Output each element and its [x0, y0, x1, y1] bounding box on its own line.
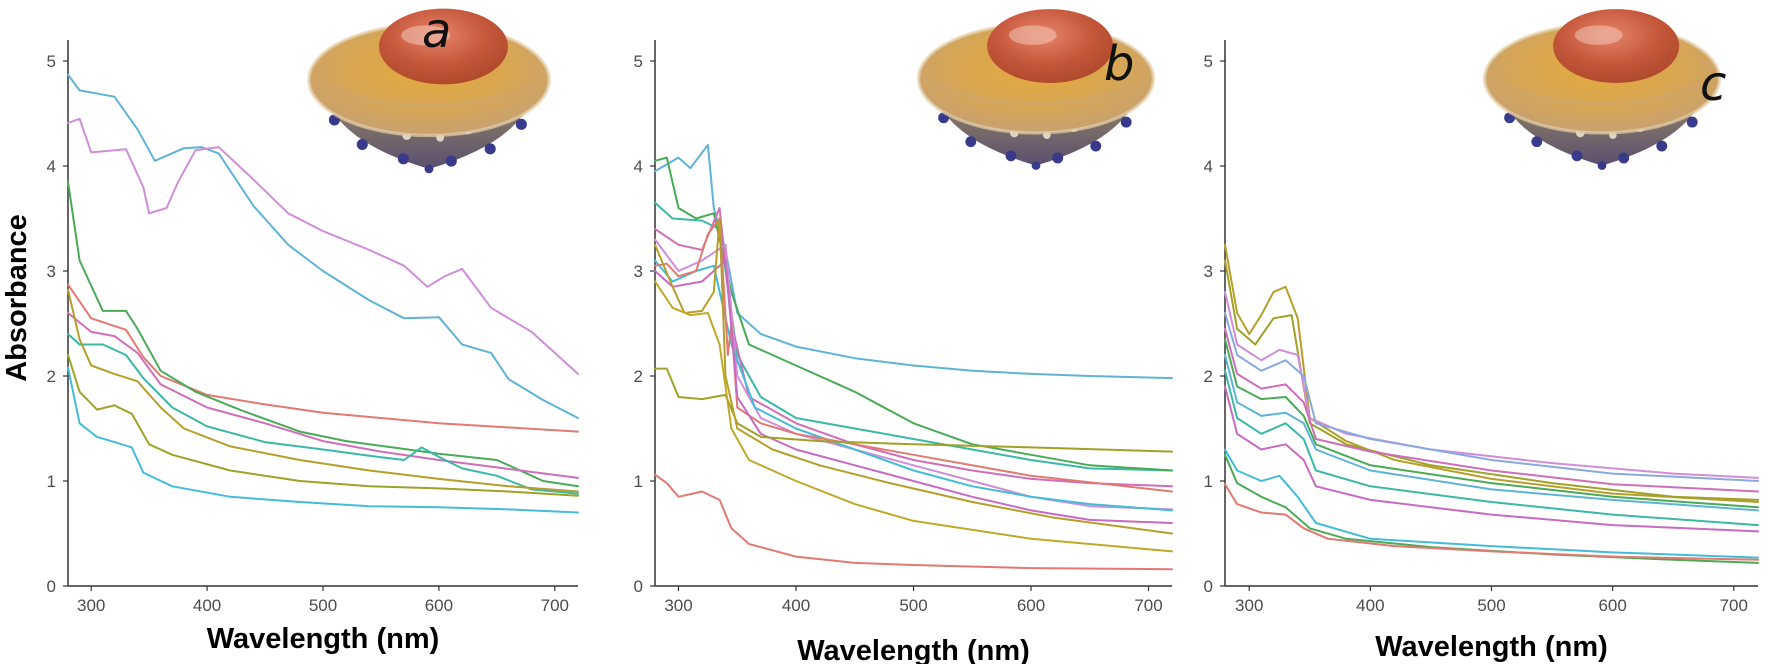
x-tick-label: 500 — [1477, 596, 1505, 615]
y-tick-label: 3 — [634, 262, 643, 281]
series-line-8 — [67, 354, 579, 497]
x-tick-label: 600 — [425, 596, 453, 615]
y-tick-label: 2 — [1204, 367, 1213, 386]
series-line-7 — [1224, 354, 1759, 512]
y-tick-label: 0 — [1204, 577, 1213, 596]
y-tick-label: 3 — [1204, 262, 1213, 281]
x-tick-label: 300 — [77, 596, 105, 615]
x-tick-label: 700 — [1134, 596, 1162, 615]
series-line-3 — [654, 156, 1173, 472]
series-line-7 — [67, 288, 579, 493]
y-tick-label: 5 — [1204, 52, 1213, 71]
x-axis-title: Wavelength (nm) — [207, 623, 440, 655]
y-tick-label: 4 — [634, 157, 643, 176]
series-line-7 — [654, 217, 1173, 493]
chart-panel-b: 0 1 2 3 4 5 300 400 500 600 700 b Wavelength (nm) — [634, 9, 1173, 664]
series-line-10 — [654, 217, 1173, 535]
series-line-9 — [654, 367, 1173, 453]
y-tick-label: 5 — [47, 52, 56, 71]
series-line-6 — [1224, 338, 1759, 509]
x-tick-label: 700 — [541, 596, 569, 615]
series-line-12 — [1224, 483, 1759, 561]
series-line-2 — [67, 117, 579, 375]
series-line-1 — [1224, 243, 1759, 503]
y-tick-label: 0 — [634, 577, 643, 596]
series-line-5 — [67, 312, 579, 479]
panel-letter: c — [1700, 56, 1726, 112]
series-line-8 — [654, 259, 1173, 524]
chart-panel-a: 0 1 2 3 4 5 300 400 500 600 700 a Wavelength (nm) Abs… — [1, 3, 579, 655]
series-line-1 — [654, 144, 1173, 380]
series-line-3 — [67, 283, 579, 433]
series-line-5 — [1224, 327, 1759, 493]
x-axis-title: Wavelength (nm) — [797, 635, 1030, 664]
x-tick-label: 300 — [1235, 596, 1263, 615]
series-line-11 — [654, 280, 1173, 553]
y-tick-label: 1 — [634, 472, 643, 491]
x-tick-label: 500 — [309, 596, 337, 615]
y-tick-label: 2 — [634, 367, 643, 386]
y-tick-label: 4 — [47, 157, 56, 176]
panel-letter: a — [422, 3, 451, 59]
x-tick-label: 600 — [1598, 596, 1626, 615]
series-line-2 — [654, 201, 1173, 472]
series-line-1 — [67, 73, 579, 419]
x-tick-label: 700 — [1720, 596, 1748, 615]
jellyfish-photo-icon — [1485, 9, 1720, 170]
x-tick-label: 400 — [782, 596, 810, 615]
y-tick-label: 5 — [634, 52, 643, 71]
series-line-4 — [1224, 312, 1759, 482]
y-axis-title: Absorbance — [1, 214, 33, 382]
y-tick-label: 0 — [47, 577, 56, 596]
x-tick-label: 500 — [899, 596, 927, 615]
series-line-8 — [1224, 369, 1759, 527]
x-tick-label: 400 — [193, 596, 221, 615]
x-tick-label: 300 — [664, 596, 692, 615]
series-line-9 — [67, 366, 579, 514]
x-axis-title: Wavelength (nm) — [1375, 631, 1608, 663]
series-line-6 — [67, 333, 579, 495]
chart-panel-c: 0 1 2 3 4 5 300 400 500 600 700 c Wavelength (nm) — [1204, 9, 1759, 663]
y-tick-label: 1 — [47, 472, 56, 491]
x-tick-label: 600 — [1017, 596, 1045, 615]
x-tick-label: 400 — [1356, 596, 1384, 615]
series-line-9 — [1224, 385, 1759, 533]
y-tick-label: 4 — [1204, 157, 1213, 176]
panel-letter: b — [1104, 36, 1134, 92]
series-line-4 — [67, 180, 579, 488]
y-tick-label: 3 — [47, 262, 56, 281]
y-tick-label: 1 — [1204, 472, 1213, 491]
series-line-12 — [654, 473, 1173, 571]
series-line-10 — [1224, 448, 1759, 559]
y-tick-label: 2 — [47, 367, 56, 386]
